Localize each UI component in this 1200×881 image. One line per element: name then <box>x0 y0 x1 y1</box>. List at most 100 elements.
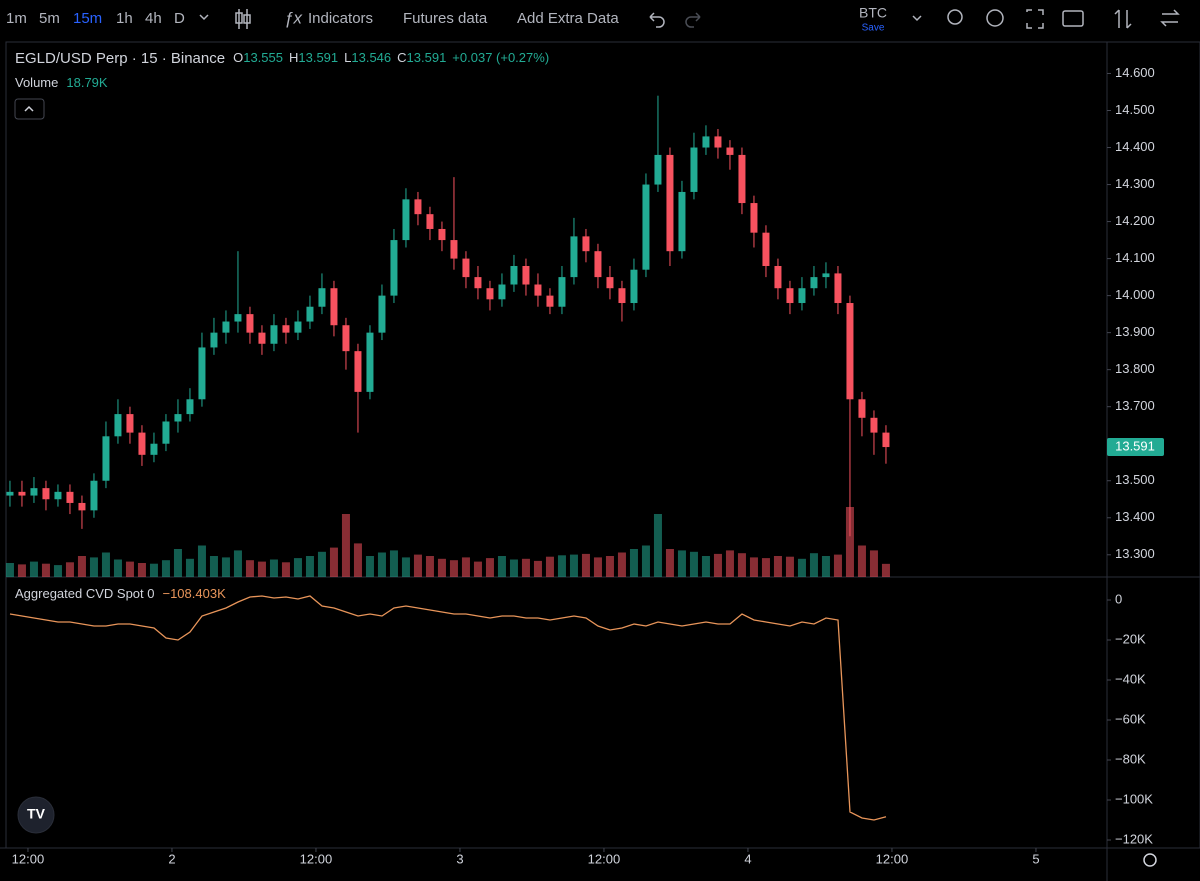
volume-bar <box>533 560 542 577</box>
interval[interactable]: 1m <box>6 10 27 27</box>
chart-type-icon[interactable] <box>235 9 251 29</box>
interval[interactable]: 4h <box>145 10 162 27</box>
last-price-label: 13.591 <box>1115 438 1155 453</box>
candle-body <box>318 288 326 307</box>
toolbar: 1m 5m 15m 1h 4h D ƒx Indicators Futures … <box>6 5 1180 34</box>
volume-bar <box>485 558 494 577</box>
settings-icon[interactable] <box>986 9 1004 27</box>
save-button[interactable]: Save <box>862 23 885 34</box>
volume-bar <box>785 556 794 577</box>
x-tick-label: 3 <box>456 851 463 866</box>
volume-bar <box>221 557 230 577</box>
h-label: H <box>289 50 298 65</box>
volume-bar <box>605 556 614 577</box>
candle-body <box>546 295 554 307</box>
candle-body <box>330 288 338 326</box>
volume-bar <box>713 553 722 577</box>
fx-icon[interactable]: ƒx <box>284 8 302 27</box>
y-tick-label: 14.400 <box>1115 139 1155 154</box>
redo-icon[interactable] <box>685 12 701 28</box>
y-tick-label: 13.900 <box>1115 324 1155 339</box>
candle-body <box>90 480 98 511</box>
volume-bar <box>581 553 590 577</box>
candle-body <box>282 325 290 333</box>
indicators-button[interactable]: Indicators <box>308 10 373 27</box>
y-tick-label: −120K <box>1115 831 1153 846</box>
volume-bar <box>797 558 806 577</box>
volume-bar <box>377 552 386 577</box>
volume-bar <box>341 514 350 577</box>
interval[interactable]: D <box>174 10 185 27</box>
cvd-line <box>9 595 887 821</box>
screenshot-icon[interactable] <box>1062 10 1084 27</box>
y-tick-label: 13.400 <box>1115 509 1155 524</box>
candle-body <box>234 314 242 322</box>
cvd-value: −108.403K <box>162 586 226 601</box>
dropdown-icon[interactable] <box>912 15 922 22</box>
y-tick-label: 14.100 <box>1115 250 1155 265</box>
interval[interactable]: 1h <box>116 10 133 27</box>
symbol-name: EGLD/USD Perp · 15 · Binance <box>15 50 225 67</box>
volume-bar <box>65 562 74 577</box>
y-tick-label: 14.500 <box>1115 102 1155 117</box>
fullscreen-icon[interactable] <box>1026 9 1044 29</box>
candle-body <box>654 154 662 185</box>
candle-body <box>774 265 782 289</box>
collapse-icon[interactable] <box>24 105 34 112</box>
volume-bar <box>773 556 782 577</box>
o-label: O <box>233 50 243 65</box>
extra-data-button[interactable]: Add Extra Data <box>517 10 619 27</box>
interval-active[interactable]: 15m <box>73 10 102 27</box>
settings-icon[interactable] <box>1143 853 1157 867</box>
collapse-button[interactable] <box>14 98 45 120</box>
candle-body <box>870 417 878 433</box>
marks: 12:00 2 12:00 3 12:00 4 12:00 5 13.300 13.400 13.5… <box>5 65 1164 866</box>
candle-body <box>642 184 650 270</box>
swap-icon[interactable] <box>1160 9 1180 27</box>
futures-button[interactable]: Futures data <box>403 10 488 27</box>
candle-body <box>30 488 38 496</box>
volume-bar <box>17 564 26 577</box>
volume-bar <box>497 556 506 577</box>
volume-bar <box>257 561 266 577</box>
volume-bar <box>461 557 470 577</box>
volume-bar <box>149 563 158 577</box>
undo-icon[interactable] <box>649 12 665 28</box>
candle-body <box>450 240 458 259</box>
candle-body <box>486 288 494 300</box>
sort-icon[interactable] <box>1114 9 1132 29</box>
open-value: 13.555 <box>243 50 283 65</box>
volume-bar <box>425 556 434 577</box>
volume-bar <box>233 550 242 577</box>
logo[interactable] <box>17 796 55 834</box>
volume-bar <box>617 552 626 577</box>
volume-bar <box>89 557 98 577</box>
y-tick-label: 14.600 <box>1115 65 1155 80</box>
candle-body <box>246 314 254 333</box>
layout-name[interactable]: BTC <box>859 5 887 21</box>
interval[interactable]: 5m <box>39 10 60 27</box>
alert-icon[interactable] <box>947 9 963 25</box>
candle-body <box>594 251 602 278</box>
candle-body <box>666 154 674 252</box>
candle-body <box>462 258 470 278</box>
volume-bar <box>677 550 686 577</box>
candle-body <box>114 414 122 437</box>
volume-bar <box>881 563 890 577</box>
volume-bar <box>113 559 122 577</box>
candle-body <box>558 277 566 307</box>
volume-bar <box>449 560 458 577</box>
candle-body <box>882 432 890 448</box>
volume-bar <box>509 559 518 577</box>
candle-body <box>762 232 770 266</box>
volume-bar <box>365 556 374 577</box>
logo-text[interactable]: TV <box>27 806 46 822</box>
dropdown-icon[interactable] <box>199 14 209 21</box>
volume-bar <box>437 558 446 577</box>
x-tick-label: 2 <box>168 851 175 866</box>
candle-body <box>270 325 278 344</box>
candle-body <box>366 332 374 392</box>
c-label: C <box>397 50 406 65</box>
